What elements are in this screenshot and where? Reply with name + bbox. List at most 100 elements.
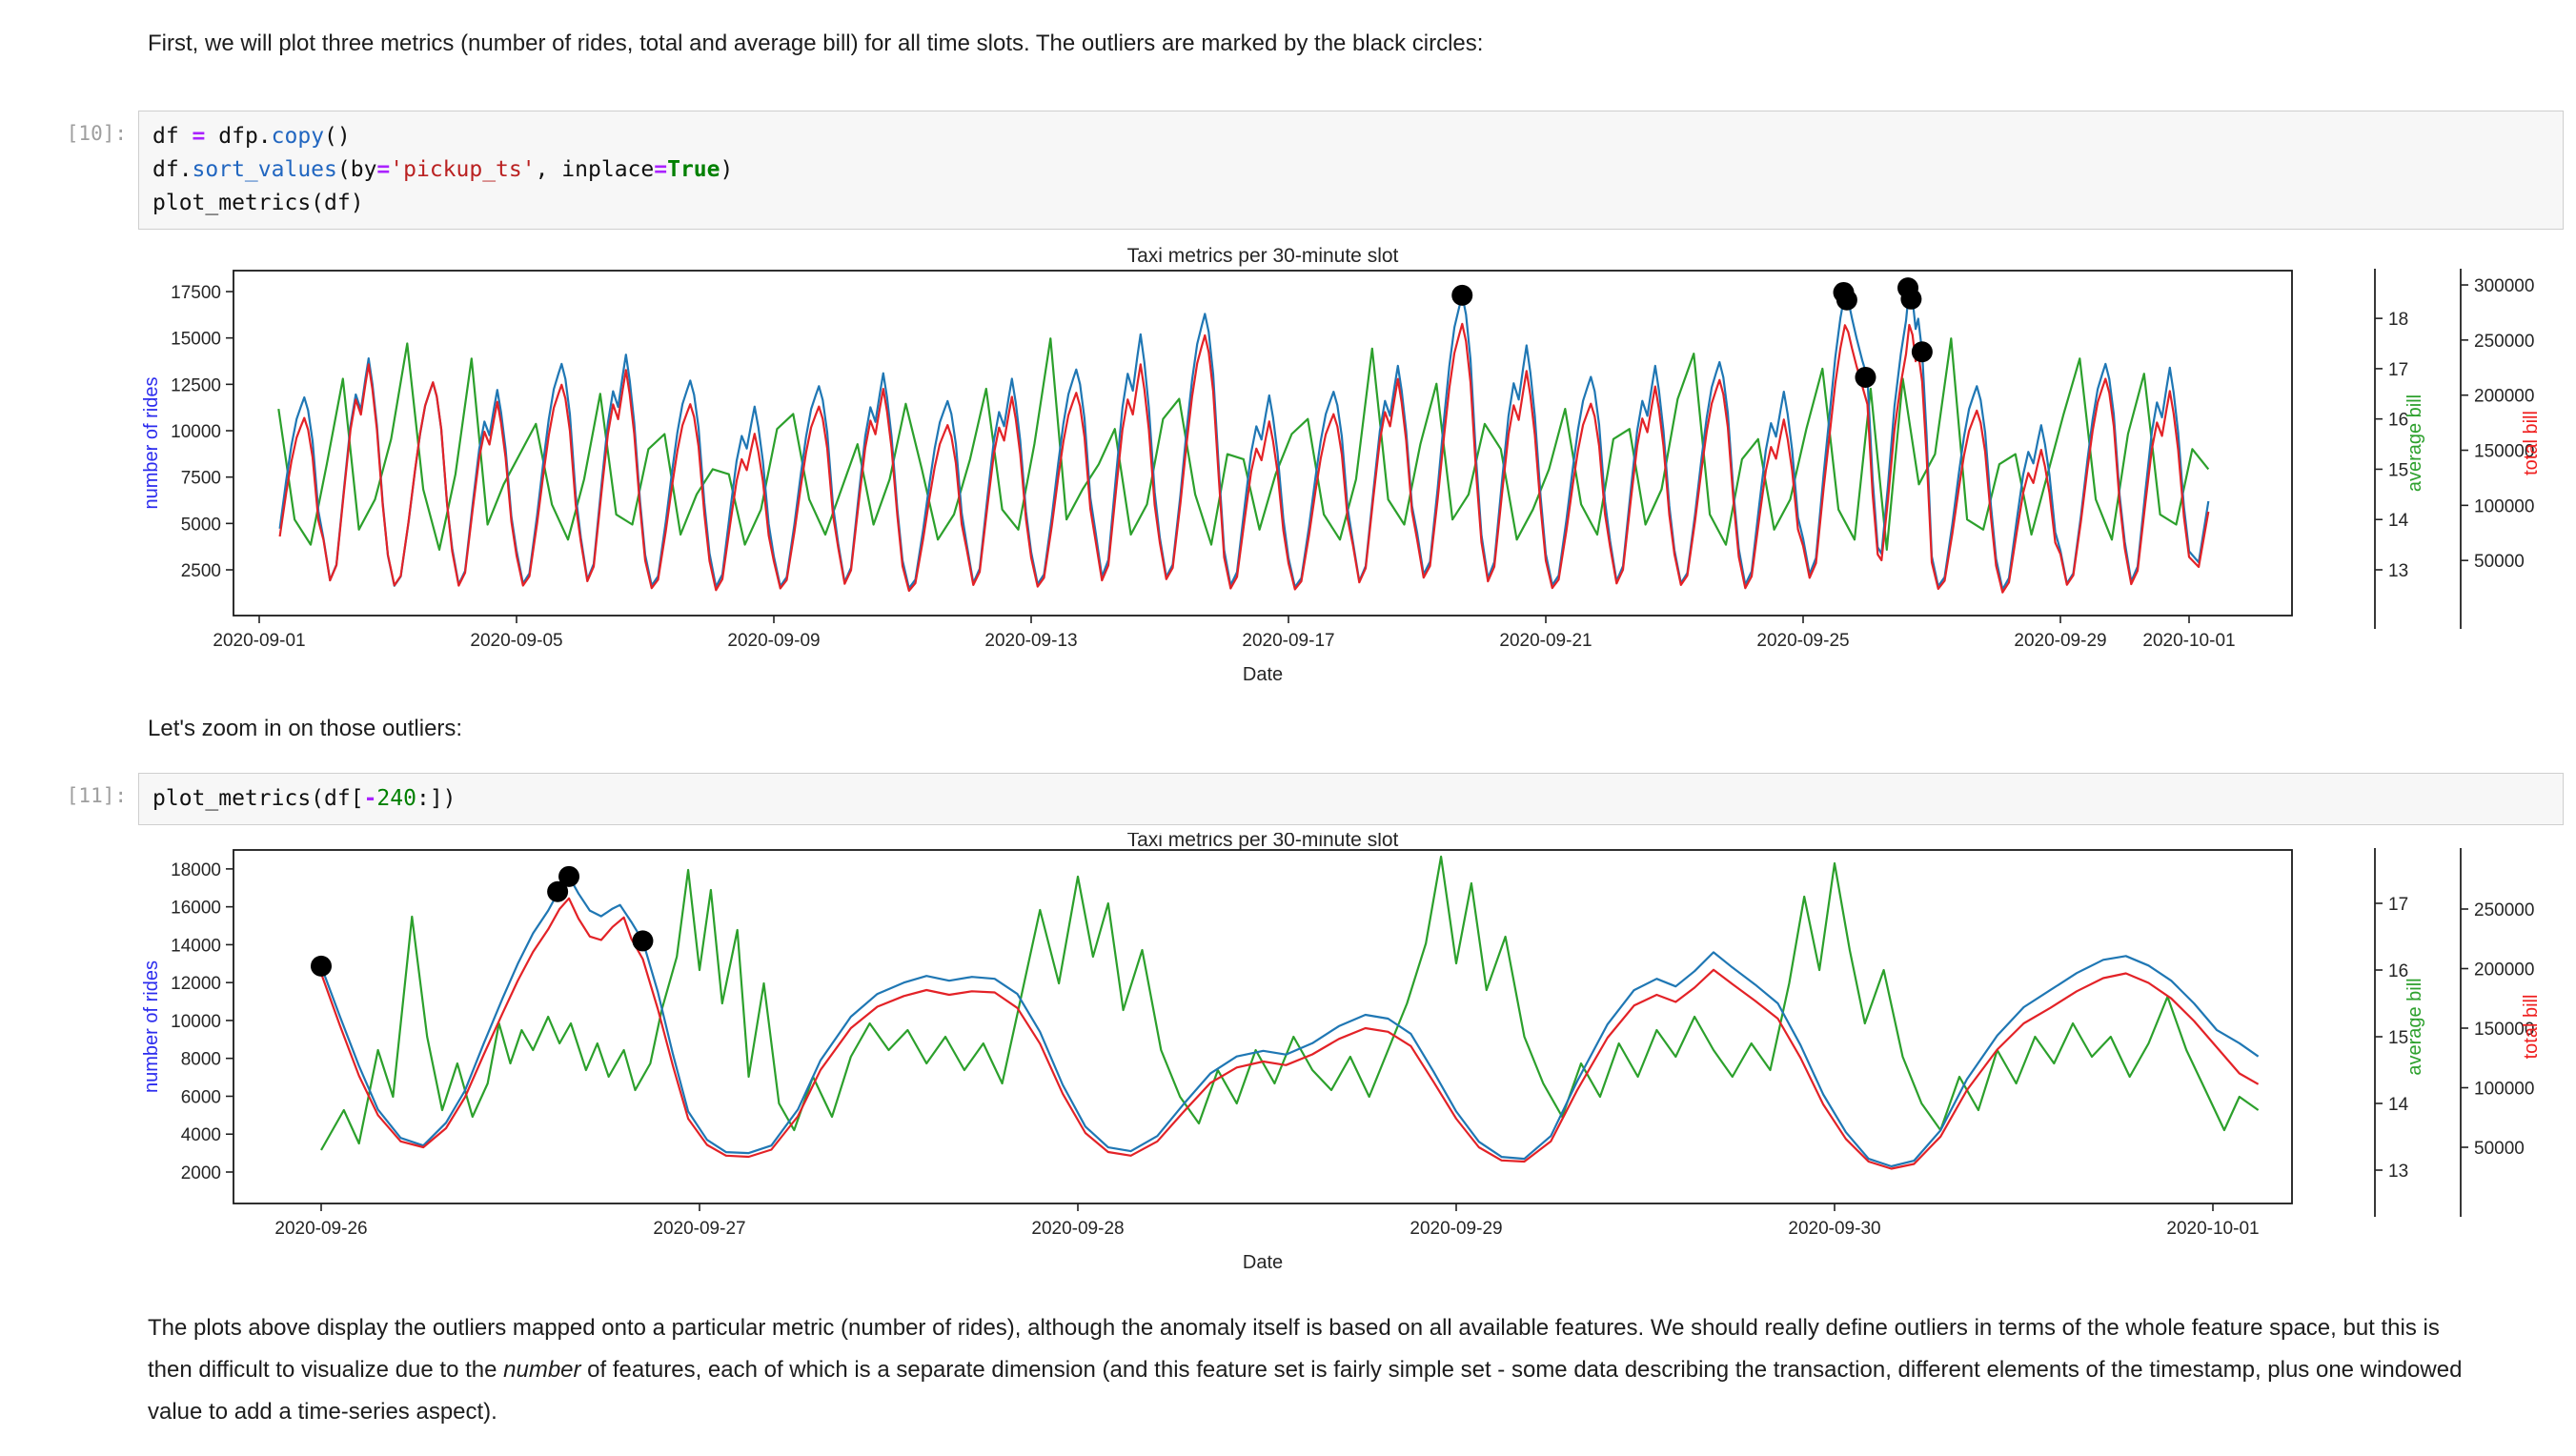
code-token: , inplace — [535, 157, 655, 182]
code-token: df. — [152, 157, 193, 182]
code-token: 'pickup_ts' — [390, 157, 536, 182]
code-token: dfp. — [205, 124, 272, 149]
outlier-marker — [1855, 366, 1876, 388]
series-line-rides — [278, 286, 2210, 591]
execution-prompt: [10]: — [66, 122, 127, 145]
right-axis-tick-label: 18 — [2388, 310, 2408, 330]
y-tick-label: 8000 — [181, 1050, 221, 1070]
closing-text-after: of features, each of which is a separate… — [148, 1357, 2463, 1425]
right-axis-tick-label: 13 — [2388, 1162, 2408, 1182]
y-tick-label: 18000 — [171, 860, 221, 880]
x-tick-label: 2020-09-09 — [727, 631, 820, 651]
code-cell-10: [10]: df = dfp.copy() df.sort_values(by=… — [0, 111, 2576, 230]
right-axis-tick-label: 16 — [2388, 961, 2408, 981]
right-axis-tick-label: 250000 — [2474, 332, 2534, 352]
outlier-marker — [311, 955, 332, 977]
y-tick-label: 4000 — [181, 1125, 221, 1145]
y-tick-label: 12500 — [171, 375, 221, 395]
closing-text-before: The plots above display the outliers map… — [148, 1315, 2440, 1383]
right-axis-tick-label: 200000 — [2474, 961, 2534, 981]
y-tick-label: 14000 — [171, 936, 221, 956]
series-line-rides — [319, 875, 2260, 1168]
outlier-marker — [1836, 289, 1857, 311]
outlier-marker — [1911, 341, 1933, 363]
code-token: df — [152, 124, 193, 149]
x-tick-label: 2020-09-27 — [653, 1219, 745, 1239]
right-axis-tick-label: 100000 — [2474, 1080, 2534, 1100]
zoom-note-content: Let's zoom in on those outliers: — [148, 716, 463, 741]
intro-text: First, we will plot three metrics (numbe… — [148, 23, 2576, 57]
series-line-total — [278, 322, 2210, 594]
x-tick-label: 2020-09-13 — [984, 631, 1077, 651]
right-axis-tick-label: 14 — [2388, 511, 2409, 531]
x-tick-label: 2020-09-21 — [1499, 631, 1592, 651]
metrics-chart-all-slots: Taxi metrics per 30-minute slot 2020-09-0… — [141, 247, 2542, 685]
chart-title: Taxi metrics per 30-minute slot — [1127, 833, 1399, 851]
right-axis-label: average bill — [2404, 978, 2425, 1075]
right-axis-tick-label: 17 — [2388, 895, 2408, 915]
right-axis-tick-label: 15 — [2388, 460, 2408, 480]
y-tick-label: 5000 — [181, 515, 221, 535]
y-tick-label: 15000 — [171, 330, 221, 350]
series-line-total — [319, 897, 2260, 1170]
chart-title: Taxi metrics per 30-minute slot — [1127, 247, 1399, 267]
y-tick-label: 16000 — [171, 899, 221, 919]
x-tick-label: 2020-09-29 — [1410, 1219, 1502, 1239]
plot-border — [233, 270, 2293, 617]
closing-paragraph: The plots above display the outliers map… — [148, 1307, 2464, 1433]
x-tick-label: 2020-09-25 — [1756, 631, 1849, 651]
code-token: () — [324, 124, 351, 149]
x-axis-label: Date — [1243, 1252, 1283, 1273]
code-token: plot_metrics(df) — [152, 191, 364, 215]
x-tick-label: 2020-09-05 — [470, 631, 562, 651]
code-token: sort_values — [192, 157, 337, 182]
closing-text-italic: number — [503, 1357, 581, 1383]
outlier-marker — [632, 930, 654, 952]
metrics-chart-zoomed: Taxi metrics per 30-minute slot 2020-09-2… — [141, 833, 2542, 1273]
right-axis-tick-label: 15 — [2388, 1028, 2408, 1048]
x-tick-label: 2020-09-26 — [274, 1219, 367, 1239]
code-token: plot_metrics(df[ — [152, 786, 364, 811]
outlier-marker — [1900, 288, 1922, 310]
right-axis-label: total bill — [2521, 995, 2542, 1060]
left-axis-label: number of rides — [141, 961, 162, 1093]
x-tick-label: 2020-09-28 — [1031, 1219, 1124, 1239]
right-axis-tick-label: 50000 — [2474, 1139, 2525, 1159]
right-axis-tick-label: 50000 — [2474, 552, 2525, 572]
code-token: = — [192, 124, 206, 149]
code-token: - — [363, 786, 377, 811]
y-tick-label: 17500 — [171, 283, 221, 303]
code-token: = — [654, 157, 668, 182]
y-tick-label: 12000 — [171, 974, 221, 994]
right-axis-tick-label: 200000 — [2474, 387, 2534, 407]
x-axis-label: Date — [1243, 664, 1283, 685]
x-tick-label: 2020-10-01 — [2142, 631, 2235, 651]
zoom-note-text: Let's zoom in on those outliers: — [148, 716, 2576, 742]
right-axis-tick-label: 250000 — [2474, 900, 2534, 920]
outlier-marker — [1451, 284, 1473, 306]
execution-prompt: [11]: — [66, 784, 127, 807]
plot-border — [233, 849, 2293, 1204]
code-token: True — [667, 157, 720, 182]
y-tick-label: 10000 — [171, 1012, 221, 1032]
x-tick-label: 2020-09-29 — [2014, 631, 2106, 651]
y-tick-label: 7500 — [181, 469, 221, 489]
right-axis-label: average bill — [2404, 394, 2425, 492]
right-axis-tick-label: 14 — [2388, 1095, 2409, 1115]
right-axis-tick-label: 150000 — [2474, 1020, 2534, 1040]
x-tick-label: 2020-09-17 — [1242, 631, 1334, 651]
outlier-marker — [558, 865, 580, 887]
code-input-area[interactable]: plot_metrics(df[-240:]) — [138, 773, 2564, 825]
code-token: = — [376, 157, 391, 182]
y-tick-label: 6000 — [181, 1087, 221, 1107]
right-axis-tick-label: 13 — [2388, 561, 2408, 581]
right-axis-tick-label: 16 — [2388, 411, 2408, 431]
x-tick-label: 2020-09-30 — [1788, 1219, 1880, 1239]
code-token: copy — [271, 124, 325, 149]
right-axis-tick-label: 100000 — [2474, 496, 2534, 516]
right-axis-tick-label: 17 — [2388, 360, 2408, 380]
y-tick-label: 10000 — [171, 422, 221, 442]
code-input-area[interactable]: df = dfp.copy() df.sort_values(by='picku… — [138, 111, 2564, 230]
x-tick-label: 2020-10-01 — [2166, 1219, 2259, 1239]
x-tick-label: 2020-09-01 — [213, 631, 305, 651]
